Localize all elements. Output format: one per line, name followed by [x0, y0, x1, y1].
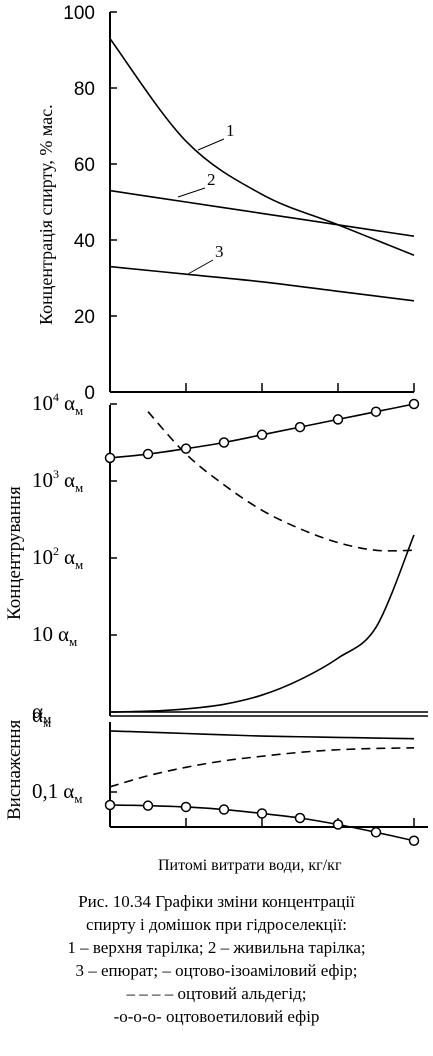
- bottom-y-tick-label-base: 0,1: [32, 779, 58, 803]
- top-y-tick-label: 0: [84, 383, 95, 404]
- middle-y-tick-label-subscript: м: [75, 557, 83, 572]
- middle-y-tick-label-alpha: α: [64, 468, 75, 492]
- top-y-tick-label: 100: [63, 3, 95, 24]
- figure-svg: 0 20 40 60 80 100 1 2 3 Концентрація спирту, % м…: [4, 3, 428, 846]
- bottom-chart: αм0,1 αм: [32, 703, 428, 846]
- top-y-tick-label: 40: [74, 231, 95, 252]
- middle-y-tick-label-exponent: 2: [53, 544, 59, 558]
- top-series-3-leader: [187, 259, 214, 275]
- top-series-3-label: 3: [215, 242, 224, 261]
- bottom-series-circle-marker: [408, 835, 420, 846]
- top-y-axis-label: Концентрація спирту, % мас.: [36, 104, 56, 325]
- x-axis-label: Питомі витрати води, кг/кг: [158, 857, 342, 874]
- bottom-y-tick-label-subscript: м: [74, 791, 82, 806]
- middle-y-axis-label: Концентрування: [4, 486, 25, 620]
- middle-y-tick-label-subscript: м: [69, 634, 77, 649]
- middle-series-circle-marker: [256, 429, 268, 441]
- bottom-y-tick-label-subscript: м: [43, 715, 51, 730]
- figure-caption: Рис. 10.34 Графіки зміни концентрації сп…: [0, 890, 433, 1028]
- middle-series-circle-marker: [370, 406, 382, 417]
- bottom-y-tick-label-alpha: α: [63, 779, 74, 803]
- top-y-tick-label: 20: [74, 307, 95, 328]
- middle-y-tick-label-base: 10: [32, 545, 53, 569]
- bottom-y-axis-label: Виснажєння: [4, 720, 25, 820]
- caption-line-3: 1 – верхня тарілка; 2 – живильна тарілка…: [67, 938, 366, 957]
- middle-series-circle-marker: [294, 421, 306, 433]
- middle-y-tick-label-subscript: м: [43, 711, 51, 726]
- middle-y-tick-label: αм: [32, 699, 51, 726]
- bottom-series-circle-marker: [370, 827, 382, 838]
- top-series-1-line: [109, 38, 415, 256]
- middle-y-tick-label: 10 αм: [32, 622, 77, 649]
- middle-y-tick-label-subscript: м: [75, 480, 83, 495]
- top-series-1-leader: [197, 138, 225, 151]
- top-y-tick-label: 80: [74, 79, 95, 100]
- bottom-series-circle-marker: [142, 800, 154, 811]
- middle-y-tick-label-subscript: м: [75, 403, 83, 418]
- bottom-series-circle-marker: [180, 801, 192, 813]
- middle-series-circle-marker: [332, 414, 344, 425]
- caption-line-2: спирту і домішок при гідроселекції:: [86, 915, 347, 934]
- top-chart: 0 20 40 60 80 100 1 2 3: [63, 3, 415, 404]
- caption-line-1: Рис. 10.34 Графіки зміни концентрації: [78, 892, 355, 911]
- middle-series-dashed-line: [147, 411, 415, 552]
- middle-y-tick-label-alpha: α: [58, 622, 69, 646]
- bottom-series-dashed-line: [109, 747, 415, 788]
- bottom-y-tick-label: 0,1 αм: [32, 779, 83, 806]
- caption-line-4: 3 – епюрат; – оцтово-ізоаміловий ефір;: [75, 961, 358, 980]
- bottom-series-circle-marker: [104, 799, 116, 811]
- bottom-series-solid-line: [109, 730, 415, 740]
- top-series-2-label: 2: [207, 170, 216, 189]
- middle-y-tick-label-base: 10: [32, 391, 53, 415]
- bottom-series-circle-marker: [218, 804, 230, 815]
- middle-y-tick-label-alpha: α: [64, 391, 75, 415]
- top-series-1-label: 1: [226, 121, 235, 140]
- middle-y-tick-label-exponent: 3: [53, 467, 59, 481]
- top-y-tick-label: 60: [74, 155, 95, 176]
- middle-y-tick-label-alpha: α: [32, 699, 43, 723]
- bottom-y-tick-label-alpha: α: [32, 703, 43, 727]
- top-series-2-line: [109, 189, 415, 237]
- caption-line-5: – – – – оцтовий альдегід;: [126, 984, 307, 1003]
- top-series-2-leader: [177, 187, 206, 198]
- middle-series-circle-marker: [180, 443, 192, 454]
- middle-series-circle-marker: [218, 437, 230, 448]
- middle-y-tick-label: 104 αм: [32, 390, 83, 418]
- middle-series-circle-marker: [104, 452, 116, 464]
- bottom-series-circle-marker: [332, 819, 344, 830]
- caption-line-6: -о-о-о- оцтовоетиловий ефір: [113, 1007, 320, 1026]
- middle-series-circle-marker: [142, 448, 154, 460]
- middle-series-solid-line: [109, 534, 415, 713]
- top-series-3-line: [109, 265, 415, 302]
- middle-series-circle-marker: [408, 398, 420, 410]
- bottom-series-circle-marker: [294, 812, 306, 824]
- middle-y-tick-label-exponent: 4: [53, 390, 59, 404]
- middle-y-tick-label-base: 10: [32, 468, 53, 492]
- bottom-y-tick-label: αм: [32, 703, 51, 730]
- middle-y-tick-label: 102 αм: [32, 544, 83, 572]
- bottom-series-circle-marker: [256, 808, 268, 819]
- middle-y-tick-label-base: 10: [32, 622, 53, 646]
- middle-y-tick-label-alpha: α: [64, 545, 75, 569]
- middle-y-tick-label: 103 αм: [32, 467, 83, 495]
